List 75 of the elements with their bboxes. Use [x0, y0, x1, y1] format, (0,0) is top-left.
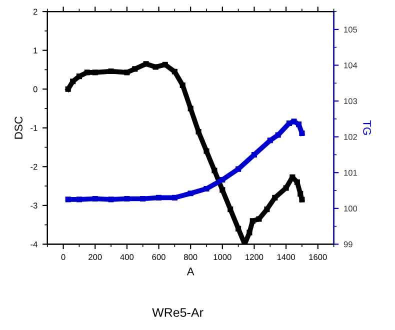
point — [140, 196, 146, 202]
y2-tick-label: 104 — [344, 62, 358, 68]
y-tick-label: 2 — [33, 8, 38, 15]
y-tick-label: -3 — [30, 202, 38, 209]
point — [188, 190, 194, 196]
point — [220, 176, 226, 183]
x-tick-label: 1600 — [309, 254, 327, 260]
point — [188, 106, 194, 112]
point — [296, 122, 302, 128]
point — [172, 68, 178, 74]
point — [92, 196, 98, 202]
point — [65, 196, 71, 202]
x-tick-label: 200 — [88, 254, 102, 260]
point — [228, 206, 234, 212]
point — [124, 70, 130, 76]
point — [76, 196, 82, 202]
x-tick-label: 1400 — [277, 254, 295, 260]
point — [152, 64, 158, 70]
point — [250, 218, 256, 224]
x-axis-title: A — [186, 268, 194, 276]
point — [291, 118, 297, 124]
y-tick-label: 1 — [34, 48, 38, 54]
point — [162, 62, 168, 68]
y-axis-title: DSC — [14, 116, 23, 139]
point — [172, 194, 178, 200]
point — [267, 138, 273, 144]
point — [108, 68, 114, 74]
y-tick-label: -1 — [30, 125, 38, 131]
x-tick-label: 800 — [184, 254, 198, 260]
y2-tick-label: 101 — [344, 170, 357, 176]
point — [256, 216, 262, 222]
point — [143, 61, 149, 67]
point — [70, 78, 76, 84]
point — [299, 196, 305, 202]
point — [156, 194, 162, 200]
y-tick-label: -2 — [30, 164, 38, 170]
point — [236, 166, 242, 172]
point — [298, 191, 304, 197]
point — [236, 226, 242, 232]
x-tick-label: 1000 — [214, 254, 232, 260]
y2-tick-label: 105 — [344, 26, 358, 33]
point — [286, 120, 292, 126]
x-tick-label: 0 — [61, 254, 66, 260]
point — [220, 187, 226, 193]
y2-tick-label: 103 — [344, 98, 358, 104]
x-tick-label: 400 — [120, 254, 134, 260]
y2-tick-label: 102 — [344, 134, 357, 140]
point — [294, 179, 300, 185]
y-tick-label: 0 — [33, 86, 38, 92]
x-tick-label: 600 — [152, 254, 166, 260]
x-tick-label: 1200 — [246, 254, 264, 260]
point — [124, 196, 130, 202]
point — [283, 185, 289, 191]
point — [196, 128, 202, 135]
point — [132, 66, 138, 72]
point — [84, 70, 90, 76]
point — [275, 132, 281, 138]
point — [251, 152, 258, 158]
point — [246, 230, 252, 236]
point — [212, 168, 218, 174]
point — [92, 70, 98, 76]
point — [108, 196, 114, 202]
point — [272, 194, 278, 200]
point — [180, 82, 186, 88]
y2-axis-title: TG — [363, 120, 371, 135]
y-tick-label: -4 — [30, 241, 38, 248]
point — [299, 130, 305, 136]
y2-tick-label: 100 — [344, 206, 358, 212]
point — [204, 148, 210, 154]
text: WRe5-Ar — [152, 308, 204, 317]
point — [65, 86, 71, 92]
point — [264, 206, 270, 212]
y2-tick-label: 99 — [344, 241, 352, 248]
point — [204, 186, 210, 192]
point — [76, 74, 82, 80]
